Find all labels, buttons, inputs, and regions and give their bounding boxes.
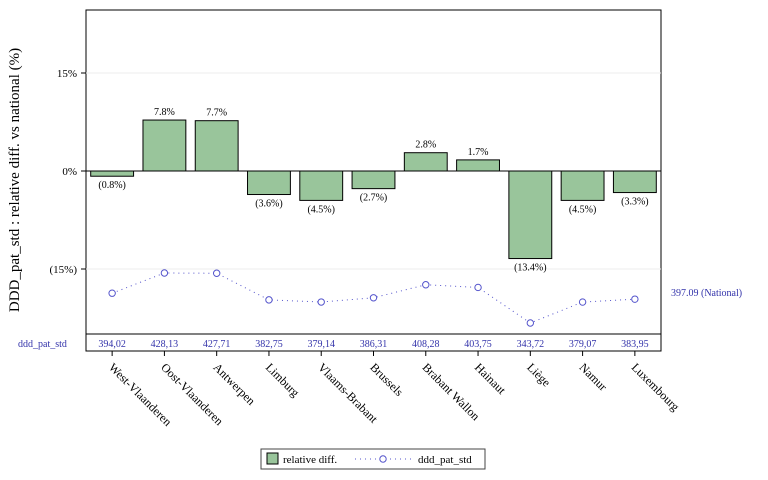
ddd-value-label: 403,75 <box>464 339 492 350</box>
ddd-value-label: 343,72 <box>517 339 545 350</box>
ddd-value-label: 379,14 <box>307 339 335 350</box>
national-label: 397.09 (National) <box>671 288 742 299</box>
ddd-value-label: 379,07 <box>569 339 597 350</box>
bar-label: (4.5%) <box>307 204 335 215</box>
bar <box>508 170 553 260</box>
x-tick-label: Hainaut <box>472 360 509 397</box>
bar <box>299 170 344 201</box>
ddd-value-label: 382,75 <box>255 339 283 350</box>
legend: relative diff. ddd_pat_std <box>260 448 486 470</box>
bar-label: 7.7% <box>206 108 227 119</box>
bar <box>612 170 657 194</box>
ddd-value-label: 428,13 <box>151 339 179 350</box>
x-tick-label: Limburg <box>263 360 302 399</box>
bar <box>456 159 500 172</box>
ddd-value-label: 383,95 <box>621 339 649 350</box>
legend-bar-label: relative diff. <box>283 454 337 466</box>
x-tick-label: Luxembourg <box>629 360 683 414</box>
line-point <box>526 319 535 327</box>
legend-line-label: ddd_pat_std <box>418 454 472 466</box>
line-point <box>369 294 378 302</box>
line-layer: 394,02 428,13 427,71 382,75 379,14 386,31 408,… <box>98 269 649 350</box>
series-line <box>111 272 635 324</box>
line-point <box>474 283 482 292</box>
bar-label: (2.7%) <box>360 193 388 204</box>
bar <box>194 120 239 172</box>
legend-box <box>260 448 486 470</box>
line-point <box>631 295 639 303</box>
bar <box>90 170 135 177</box>
line-point <box>108 289 116 297</box>
y-tick-label: 0% <box>62 166 77 178</box>
x-tick-label: Liège <box>524 360 553 389</box>
bar-label: 1.7% <box>468 147 489 158</box>
y-tick-label: 15% <box>57 68 77 80</box>
bar <box>403 152 448 172</box>
line-point <box>160 269 169 277</box>
legend-bar-swatch <box>266 452 279 465</box>
x-tick-label: Namur <box>576 360 609 393</box>
ddd-value-label: 427,71 <box>203 339 231 350</box>
x-tick-label: Antwerpen <box>211 360 259 408</box>
bar-label: 7.8% <box>154 107 175 118</box>
line-point <box>578 298 587 306</box>
ddd-value-label: 394,02 <box>98 339 126 350</box>
bar-label: (0.8%) <box>98 180 126 191</box>
bar-label: (4.5%) <box>569 204 597 215</box>
bar-label: (3.3%) <box>621 197 649 208</box>
line-point <box>265 296 273 304</box>
y-axis-title: DDD_pat_std : relative diff. vs national… <box>7 48 23 312</box>
x-tick-label: Brussels <box>367 360 406 399</box>
bar-label: 2.8% <box>415 140 436 151</box>
bar-label: (13.4%) <box>514 263 547 274</box>
bar <box>560 170 605 201</box>
y-tick-label: (15%) <box>50 264 78 276</box>
bars-layer: (0.8%) 7.8% 7.7% (3.6%) (4.5%) (2.7%) 2.8% 1.7%… <box>90 107 657 274</box>
line-point <box>212 269 221 277</box>
bar <box>351 170 396 190</box>
y-axis: 15% 0% (15%) <box>50 68 86 276</box>
bar <box>247 170 291 196</box>
bar <box>142 119 187 172</box>
grid-layer <box>86 72 661 270</box>
ddd-value-label: 386,31 <box>360 339 388 350</box>
ddd-row-label: ddd_pat_std <box>18 339 67 350</box>
bar-label: (3.6%) <box>255 199 283 210</box>
ddd-value-label: 408,28 <box>412 339 440 350</box>
line-point <box>422 281 430 289</box>
line-point <box>317 298 325 306</box>
legend-line-marker <box>379 455 387 463</box>
